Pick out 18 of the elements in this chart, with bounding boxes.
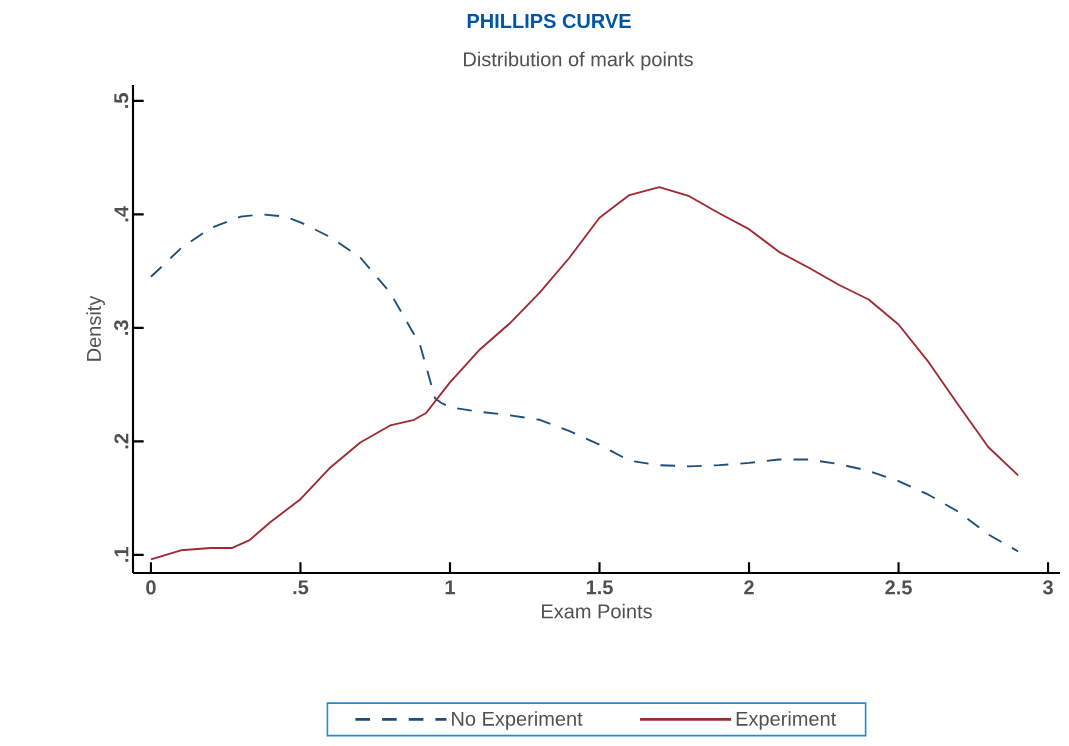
x-tick-label: 2: [744, 580, 754, 595]
x-tick-label: 0: [146, 580, 156, 595]
x-axis-title: Exam Points: [542, 603, 652, 619]
chart-subtitle: Distribution of mark points: [464, 51, 693, 71]
x-tick-label: 2.5: [885, 580, 912, 595]
legend-label: No Experiment: [452, 711, 583, 730]
y-tick-label: .4: [114, 206, 129, 222]
x-tick-label: 1: [445, 580, 455, 595]
y-tick-label: .3: [114, 320, 129, 335]
x-tick-label: 3: [1042, 580, 1053, 595]
x-tick-label: 1.5: [586, 580, 613, 595]
chart-title: PHILLIPS CURVE: [467, 13, 631, 29]
y-tick-label: .2: [114, 433, 129, 449]
y-axis-title: Density: [86, 295, 105, 361]
x-tick-label: .5: [293, 580, 309, 595]
legend-label: Experiment: [736, 711, 837, 730]
y-tick-label: .5: [114, 93, 129, 108]
y-tick-label: .1: [114, 547, 129, 562]
